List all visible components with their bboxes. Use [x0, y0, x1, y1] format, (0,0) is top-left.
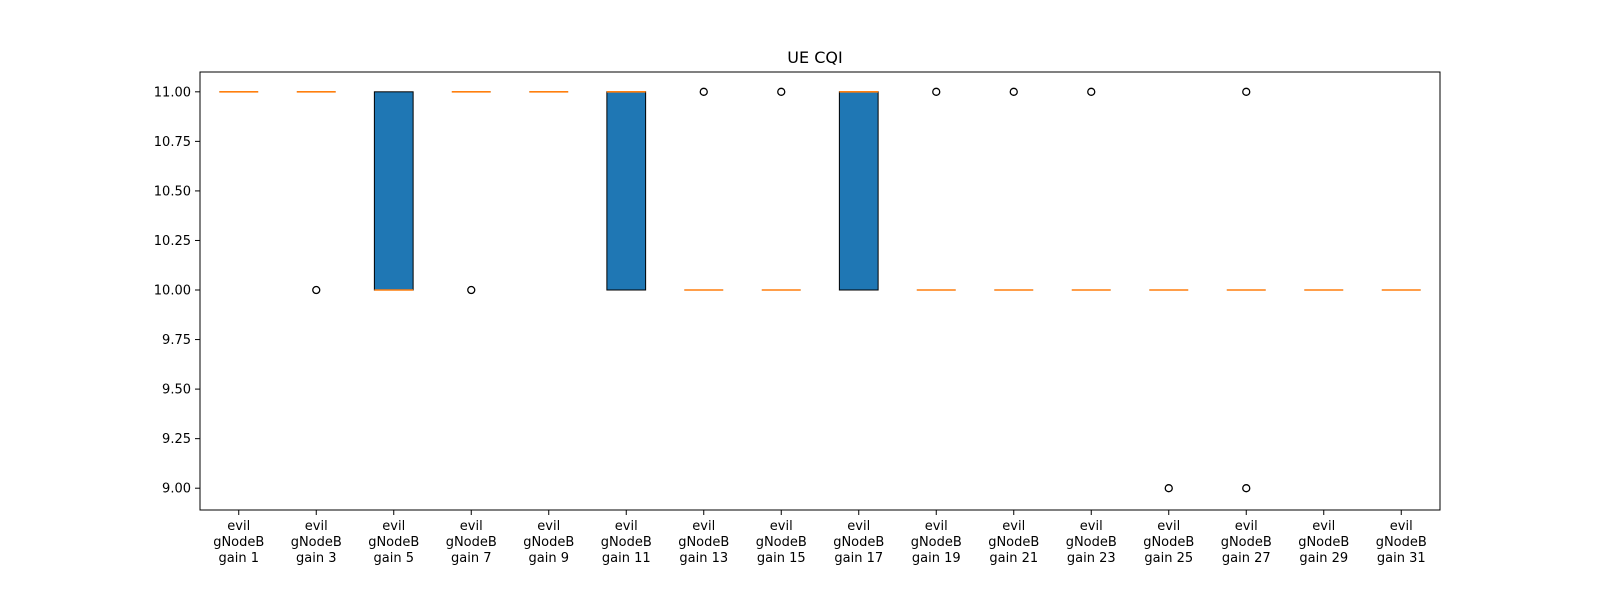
- box-body: [373, 91, 414, 291]
- outlier-point: [932, 87, 941, 96]
- x-tick-label: gain 19: [912, 551, 961, 566]
- x-tick-label: gain 5: [374, 551, 414, 566]
- x-tick-label: evil: [1390, 519, 1413, 534]
- x-tick-label: evil: [615, 519, 638, 534]
- x-tick-label: evil: [1312, 519, 1335, 534]
- x-tick-label: gain 13: [679, 551, 728, 566]
- outlier-point: [467, 285, 476, 295]
- x-tick-label: gNodeB: [213, 535, 264, 550]
- x-tick-label: gain 17: [834, 551, 883, 566]
- x-tick-label: gain 29: [1299, 551, 1348, 566]
- y-tick-label: 10.50: [154, 184, 191, 199]
- x-tick-label: evil: [537, 519, 560, 534]
- x-tick-label: gain 7: [451, 551, 491, 566]
- x-tick-label: gain 25: [1144, 551, 1193, 566]
- outlier-point: [312, 285, 321, 295]
- x-tick-label: evil: [1002, 519, 1025, 534]
- x-tick-label: gain 27: [1222, 551, 1271, 566]
- x-tick-label: gNodeB: [523, 535, 574, 550]
- x-tick-label: gNodeB: [911, 535, 962, 550]
- y-tick-label: 10.75: [154, 135, 191, 150]
- y-tick-label: 9.25: [162, 432, 191, 447]
- x-tick-label: gNodeB: [1221, 535, 1272, 550]
- y-axis: 9.00 9.25 9.50 9.75 10.00 10.25 10.50 10.75 11.0…: [154, 85, 200, 497]
- x-tick-label: gNodeB: [756, 535, 807, 550]
- x-tick-label: evil: [1235, 519, 1258, 534]
- y-tick-label: 9.75: [162, 333, 191, 348]
- box-body: [838, 91, 879, 291]
- outlier-point: [1009, 87, 1018, 96]
- x-tick-label: gain 9: [529, 551, 569, 566]
- outlier-point: [777, 87, 786, 96]
- x-tick-label: evil: [227, 519, 250, 534]
- outlier-point: [1242, 484, 1251, 493]
- boxes-layer: [219, 87, 1421, 493]
- x-tick-label: gain 3: [296, 551, 336, 566]
- x-tick-label: gain 1: [219, 551, 259, 566]
- x-tick-label: gNodeB: [1066, 535, 1117, 550]
- x-tick-label: gain 11: [602, 551, 651, 566]
- x-tick-label: evil: [382, 519, 405, 534]
- y-tick-label: 11.00: [154, 85, 191, 100]
- y-tick-label: 9.50: [162, 383, 191, 398]
- x-tick-label: gNodeB: [291, 535, 342, 550]
- outlier-point: [699, 87, 708, 96]
- x-tick-label: gNodeB: [833, 535, 884, 550]
- y-tick-label: 9.00: [162, 482, 191, 497]
- x-tick-label: gNodeB: [988, 535, 1039, 550]
- x-tick-label: gain 23: [1067, 551, 1116, 566]
- outlier-point: [1164, 484, 1173, 493]
- x-tick-label: evil: [925, 519, 948, 534]
- x-tick-label: gNodeB: [1376, 535, 1427, 550]
- x-tick-label: evil: [460, 519, 483, 534]
- x-tick-label: evil: [847, 519, 870, 534]
- chart-title: UE CQI: [787, 48, 842, 67]
- x-tick-label: gNodeB: [1298, 535, 1349, 550]
- y-tick-label: 10.25: [154, 234, 191, 249]
- x-tick-label: gain 15: [757, 551, 806, 566]
- x-tick-label: gNodeB: [601, 535, 652, 550]
- y-tick-label: 10.00: [154, 284, 191, 299]
- x-tick-label: gNodeB: [368, 535, 419, 550]
- x-tick-label: gain 31: [1377, 551, 1426, 566]
- x-tick-label: evil: [305, 519, 328, 534]
- plot-area-frame: [199, 71, 1441, 511]
- outlier-point: [1087, 87, 1096, 96]
- x-tick-label: evil: [770, 519, 793, 534]
- x-tick-label: gNodeB: [1143, 535, 1194, 550]
- x-tick-label: gNodeB: [678, 535, 729, 550]
- x-tick-label: gain 21: [989, 551, 1038, 566]
- x-tick-label: evil: [1157, 519, 1180, 534]
- outlier-point: [1242, 87, 1251, 96]
- x-tick-label: gNodeB: [446, 535, 497, 550]
- box-body: [606, 91, 647, 291]
- x-tick-label: evil: [1080, 519, 1103, 534]
- x-tick-label: evil: [692, 519, 715, 534]
